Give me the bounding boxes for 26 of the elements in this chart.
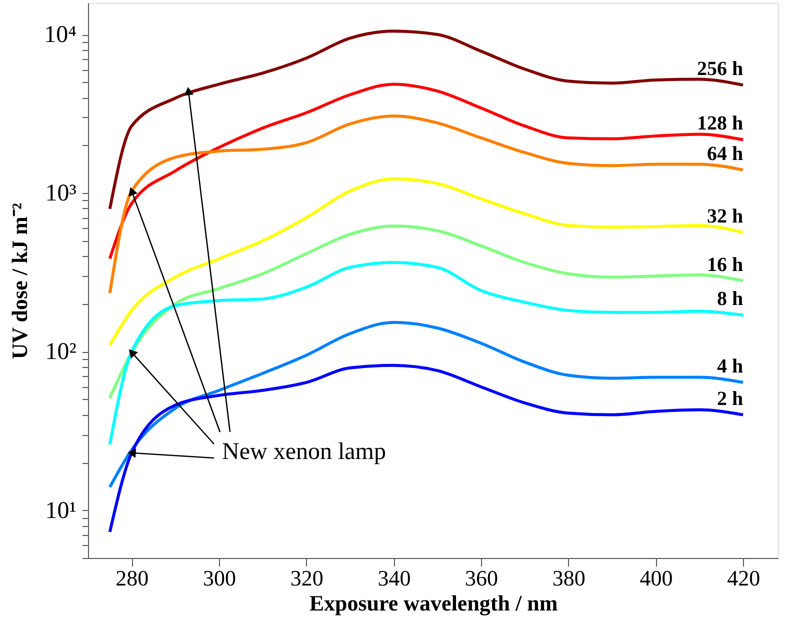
series-label: 16 h xyxy=(706,254,744,276)
x-tick-label: 420 xyxy=(727,566,760,590)
series-label: 4 h xyxy=(716,355,744,378)
x-tick-label: 320 xyxy=(290,566,324,590)
series-label: 32 h xyxy=(706,205,744,228)
y-tick-label: 10³ xyxy=(45,180,76,207)
series-label: 256 h xyxy=(696,58,744,80)
x-tick-label: 300 xyxy=(203,566,236,590)
x-tick-label: 360 xyxy=(465,566,498,590)
series-label: 2 h xyxy=(716,388,744,410)
y-tick-label: 10⁴ xyxy=(44,22,76,48)
y-axis-title: UV dose / kJ m⁻² xyxy=(7,202,32,360)
y-tick-label: 10² xyxy=(45,339,76,366)
annotation: New xenon lamp xyxy=(222,439,386,465)
line-series xyxy=(108,177,745,347)
x-tick-label: 340 xyxy=(378,566,411,590)
line-series xyxy=(108,320,745,489)
series-label: 128 h xyxy=(696,112,744,135)
x-tick-label: 380 xyxy=(552,566,586,590)
line-series xyxy=(108,30,745,210)
y-tick-label: 10¹ xyxy=(45,498,76,524)
x-tick-label: 280 xyxy=(116,566,149,590)
x-axis-title: Exposure wavelength / nm xyxy=(309,590,558,616)
series-label: 64 h xyxy=(706,142,744,165)
x-tick-label: 400 xyxy=(640,566,673,590)
series-label: 8 h xyxy=(716,288,744,310)
